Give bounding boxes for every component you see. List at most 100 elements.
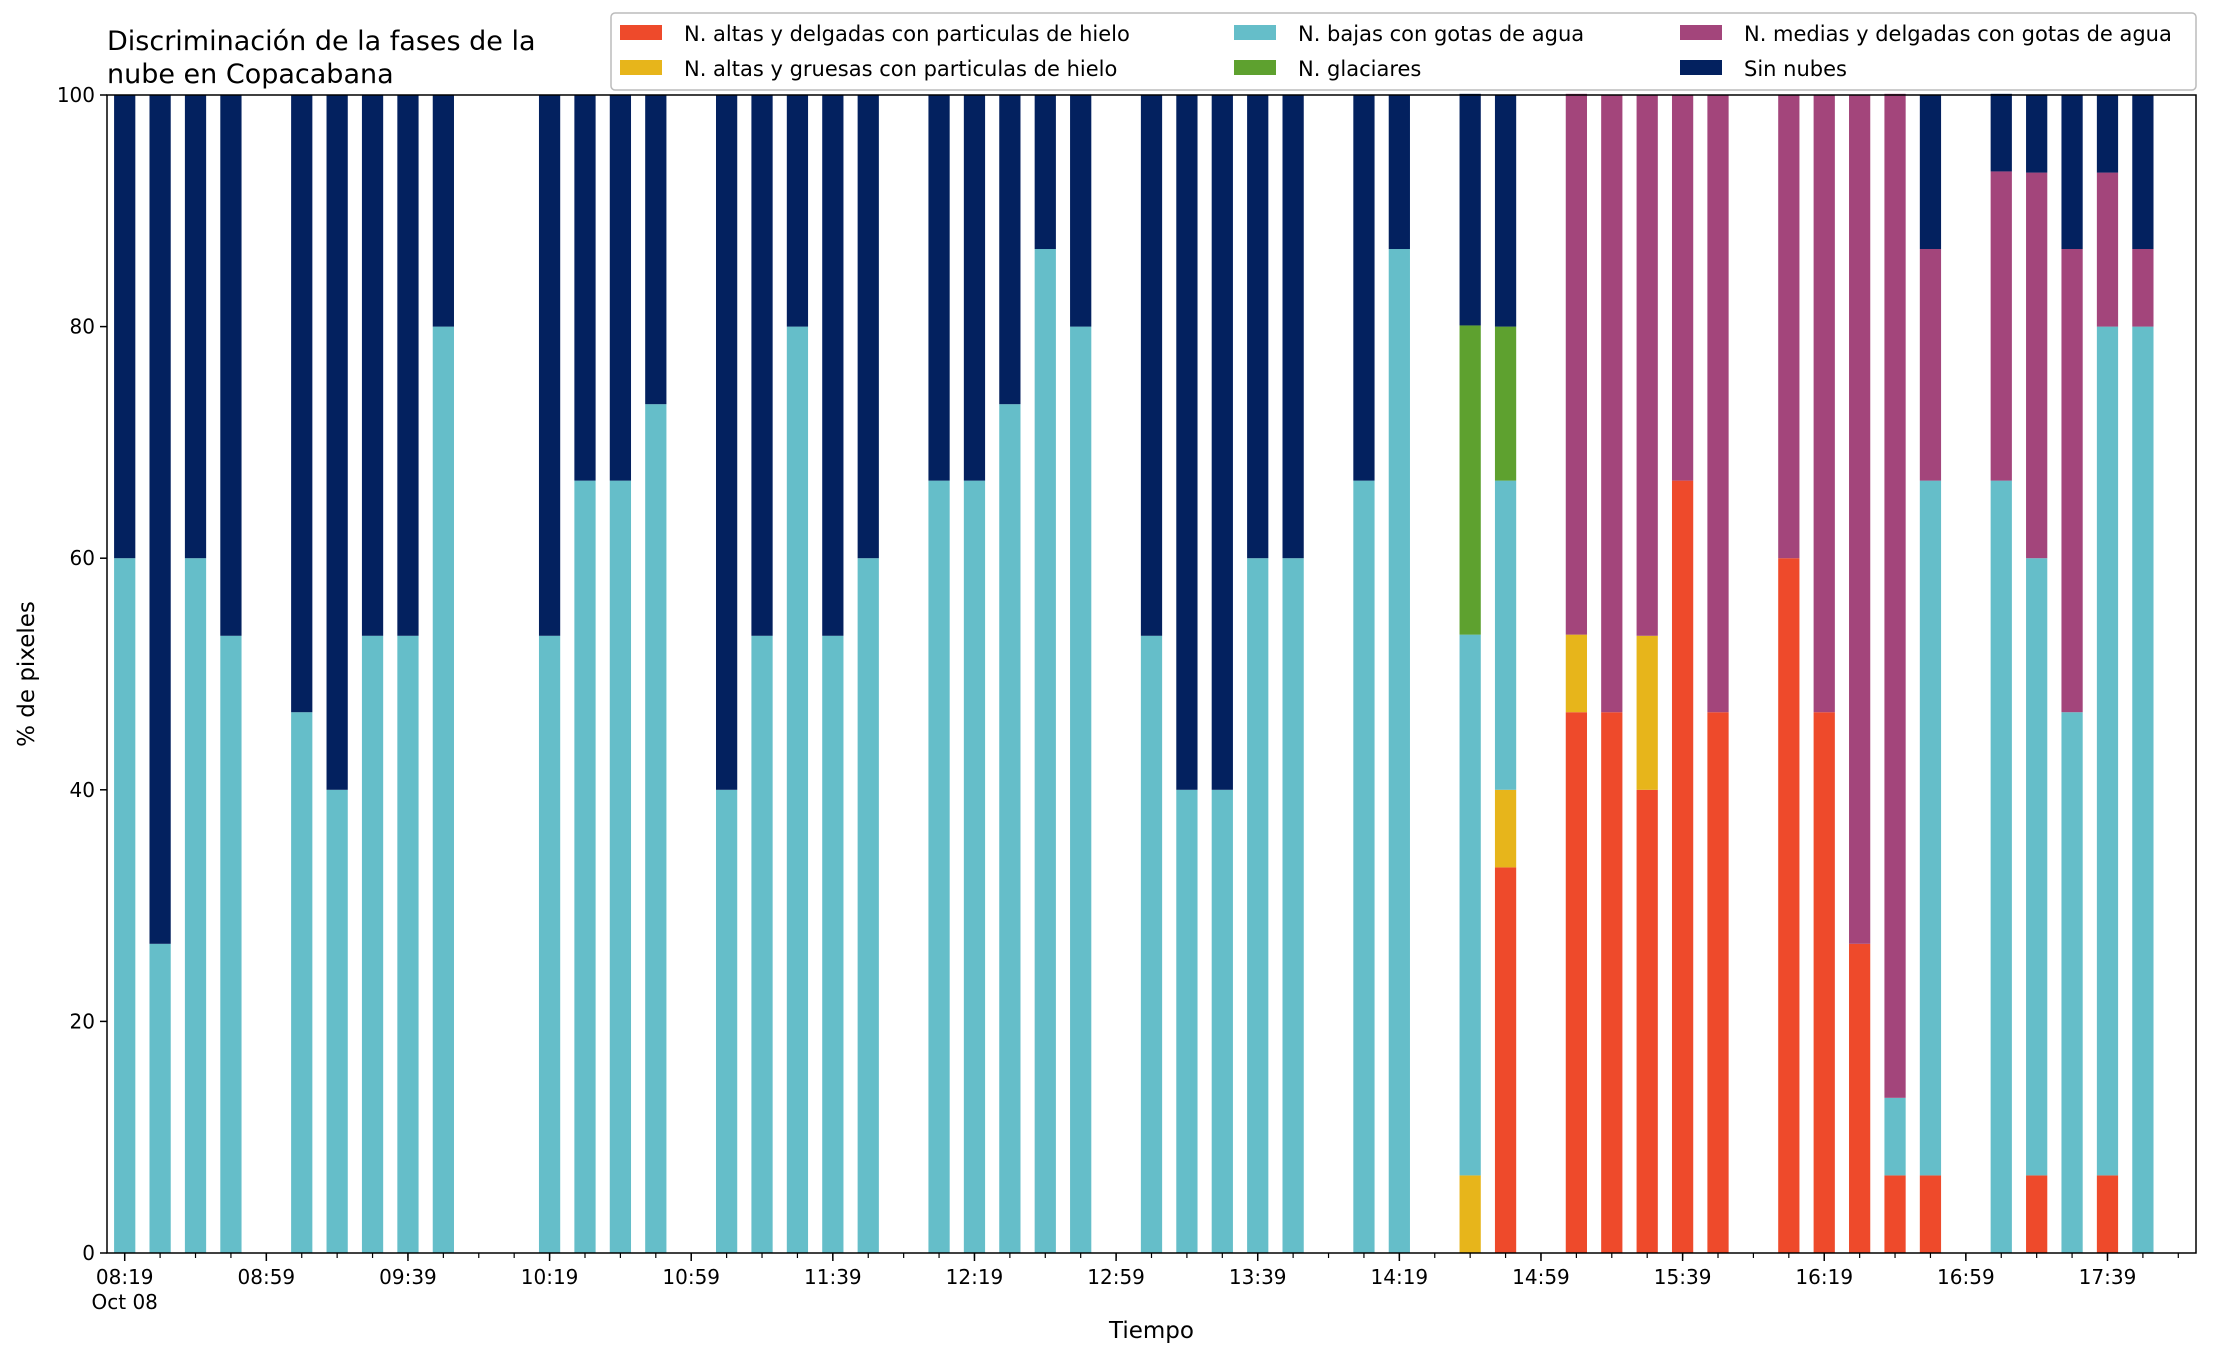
bar-segment <box>1282 95 1304 559</box>
bar-segment <box>963 480 986 1253</box>
bar-segment <box>1176 789 1198 1253</box>
bar-segment <box>291 712 313 1253</box>
bar-segment <box>1565 93 1588 635</box>
bar-segment <box>149 943 171 1253</box>
x-axis-label: Tiempo <box>1108 1318 1194 1344</box>
bar-segment <box>2096 326 2119 1176</box>
bar-segment <box>2132 249 2154 327</box>
bar-segment <box>715 95 738 790</box>
bar-segment <box>2061 95 2083 250</box>
bar-segment <box>928 95 950 481</box>
bar-segment <box>184 95 207 559</box>
bar-segment <box>1601 95 1623 713</box>
bar-segment <box>1671 480 1694 1253</box>
legend-swatch <box>1680 60 1722 75</box>
x-tick-label: 08:19 <box>96 1265 154 1289</box>
y-tick-label: 60 <box>70 546 95 570</box>
bar-segment <box>1919 1175 1942 1253</box>
bar-segment <box>1459 93 1481 326</box>
bar-segment <box>361 635 384 1253</box>
y-tick-label: 20 <box>70 1009 95 1033</box>
bar-segment <box>1884 93 1906 1098</box>
x-tick-label: 08:59 <box>238 1265 296 1289</box>
x-tick-label: 11:39 <box>804 1265 862 1289</box>
y-tick-label: 100 <box>57 83 95 107</box>
legend-swatch <box>1234 25 1276 40</box>
bar-segment <box>1459 634 1481 1176</box>
bar-segment <box>1211 789 1233 1253</box>
x-tick-label: 17:39 <box>2079 1265 2137 1289</box>
y-tick-label: 0 <box>82 1241 95 1265</box>
bar-segment <box>822 95 844 636</box>
bar-segment <box>1070 95 1092 327</box>
bar-segment <box>1849 943 1871 1253</box>
bar-segment <box>1140 95 1163 636</box>
bar-segment <box>220 635 242 1253</box>
bar-segment <box>1070 326 1092 1254</box>
bar-segment <box>999 95 1021 405</box>
bar-segment <box>1778 95 1800 559</box>
x-tick-label: 09:39 <box>379 1265 437 1289</box>
bar-segment <box>1671 95 1694 481</box>
x-tick-label: 14:59 <box>1512 1265 1570 1289</box>
bar-segment <box>291 95 313 713</box>
bar-segment <box>1034 249 1056 1253</box>
bar-segment <box>1849 95 1871 944</box>
x-tick-label: 14:19 <box>1371 1265 1429 1289</box>
bar-segment <box>1353 480 1375 1253</box>
legend-swatch <box>1234 60 1276 75</box>
bar-segment <box>1636 635 1658 790</box>
chart-title-line-2: nube en Copacabana <box>107 59 394 90</box>
chart-title-line-1: Discriminación de la fases de la <box>107 26 536 57</box>
bar-segment <box>751 635 773 1253</box>
bar-segment <box>2026 172 2048 559</box>
bar-segment <box>715 789 738 1253</box>
legend-label: N. glaciares <box>1298 57 1421 81</box>
legend-swatch <box>620 25 662 40</box>
bar-segment <box>1884 1175 1906 1253</box>
bar-segment <box>326 789 348 1253</box>
bar-segment <box>1636 95 1658 636</box>
bar-segment <box>1140 635 1163 1253</box>
bar-segment <box>114 95 136 559</box>
bar-segment <box>1211 95 1233 790</box>
bar-segment <box>2096 95 2119 173</box>
y-axis-label: % de pixeles <box>14 601 40 747</box>
bar-segment <box>574 480 596 1253</box>
bar-segment <box>1565 712 1588 1253</box>
x-tick-label: 10:59 <box>662 1265 720 1289</box>
bar-segment <box>1282 558 1304 1253</box>
bar-segment <box>1247 558 1269 1253</box>
bar-segment <box>1919 480 1942 1176</box>
bar-segment <box>114 558 136 1253</box>
bar-segment <box>1565 634 1588 713</box>
bar-segment <box>220 95 242 636</box>
legend-label: N. altas y delgadas con particulas de hi… <box>684 22 1130 46</box>
x-date-label: Oct 08 <box>92 1290 158 1314</box>
bar-segment <box>1813 95 1835 713</box>
bar-segment <box>2026 1175 2048 1253</box>
bar-segment <box>609 480 632 1253</box>
bar-segment <box>999 404 1021 1253</box>
bar-segment <box>2096 1175 2119 1253</box>
bar-segment <box>645 95 667 405</box>
bar-segment <box>2132 95 2154 250</box>
bar-segment <box>1353 95 1375 481</box>
bar-segment <box>2132 326 2154 1254</box>
bar-segment <box>361 95 384 636</box>
bar-segment <box>397 95 419 636</box>
bar-segment <box>1990 93 2012 172</box>
bar-segment <box>1459 325 1481 635</box>
legend-swatch <box>1680 25 1722 40</box>
bar-segment <box>1494 789 1517 868</box>
bar-segment <box>1601 712 1623 1253</box>
x-tick-label: 16:59 <box>1937 1265 1995 1289</box>
bar-segment <box>1388 95 1410 250</box>
bar-segment <box>2026 95 2048 173</box>
bar-segment <box>963 95 986 481</box>
legend-label: N. altas y gruesas con particulas de hie… <box>684 57 1117 81</box>
x-tick-label: 16:19 <box>1795 1265 1853 1289</box>
bar-segment <box>432 326 454 1254</box>
bar-segment <box>1707 712 1729 1253</box>
bar-segment <box>786 95 809 327</box>
